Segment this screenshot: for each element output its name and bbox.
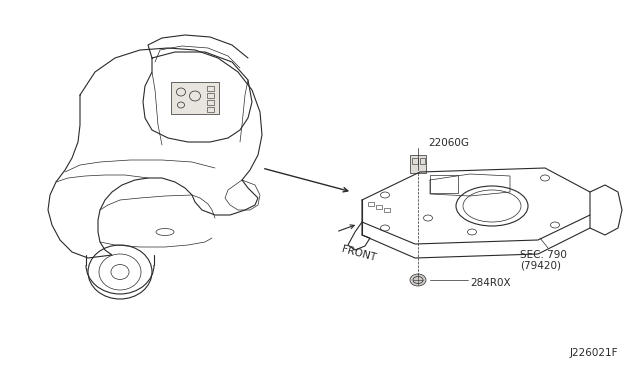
Text: SEC. 790: SEC. 790: [520, 250, 567, 260]
Ellipse shape: [410, 274, 426, 286]
FancyBboxPatch shape: [410, 155, 426, 173]
Text: 22060G: 22060G: [428, 138, 469, 148]
Text: (79420): (79420): [520, 260, 561, 270]
Text: 284R0X: 284R0X: [470, 278, 511, 288]
FancyBboxPatch shape: [171, 82, 219, 114]
Text: J226021F: J226021F: [570, 348, 618, 358]
Text: FRONT: FRONT: [340, 244, 376, 263]
